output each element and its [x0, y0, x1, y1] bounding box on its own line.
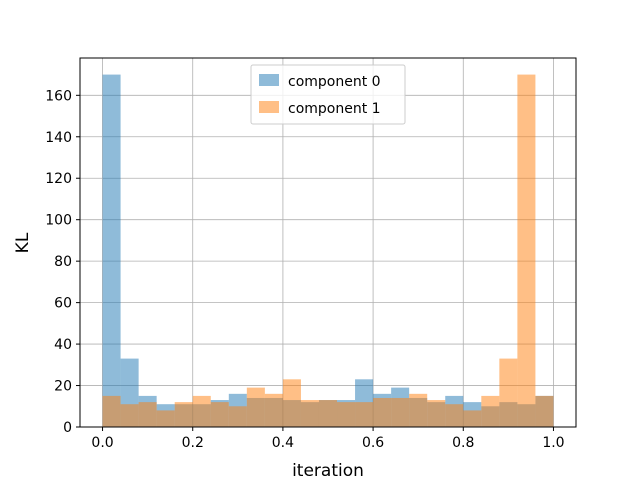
- y-tick-label: 40: [54, 337, 72, 353]
- y-tick-label: 20: [54, 379, 72, 395]
- histogram-bar-component-1: [228, 406, 247, 427]
- histogram-bar-component-1: [246, 387, 265, 427]
- histogram-bar-component-1: [102, 395, 121, 427]
- histogram-bar-component-1: [373, 397, 392, 427]
- bars: [102, 74, 554, 428]
- legend-box: [250, 64, 406, 125]
- histogram-bar-component-1: [337, 402, 356, 427]
- histogram-bar-component-1: [409, 393, 428, 427]
- plot-frame: [79, 57, 577, 428]
- y-tick-label: 120: [45, 171, 72, 187]
- legend-swatch-component-1: [259, 101, 279, 113]
- histogram-bar-component-1: [138, 402, 157, 427]
- histogram-bar-component-1: [192, 395, 211, 427]
- y-tick-label: 0: [63, 420, 72, 436]
- histogram-bar-component-1: [282, 379, 301, 427]
- histogram-bar-component-1: [463, 410, 482, 427]
- histogram-bar-component-1: [120, 404, 139, 427]
- y-tick-label: 80: [54, 254, 72, 270]
- histogram-bar-component-1: [481, 395, 500, 427]
- histogram-bar-component-1: [391, 397, 410, 427]
- histogram-bar-component-1: [318, 400, 338, 427]
- legend-label-component-1: component 1: [288, 101, 381, 117]
- histogram-bar-component-1: [445, 404, 464, 427]
- histogram-bar-component-1: [210, 402, 229, 427]
- y-axis-label: KL: [13, 232, 33, 253]
- y-tick-label: 100: [45, 213, 72, 229]
- y-tick-label: 60: [54, 296, 72, 312]
- x-axis-label: iteration: [292, 461, 364, 480]
- histogram-bar-component-1: [355, 402, 374, 427]
- x-tick-label: 0.8: [452, 435, 474, 451]
- histogram-bar-component-1: [427, 400, 446, 427]
- ticks: 0.0 0.2 0.4 0.6 0.8 1.0 0 20 40 60 80 100 120 140 160: [45, 88, 564, 451]
- x-tick-label: 0.4: [272, 435, 294, 451]
- x-tick-label: 0.2: [182, 435, 204, 451]
- x-tick-label: 1.0: [542, 435, 564, 451]
- legend-label-component-0: component 0: [288, 74, 381, 90]
- y-tick-label: 160: [45, 88, 72, 104]
- histogram-bar-component-1: [174, 402, 193, 427]
- histogram-bar-component-1: [300, 400, 319, 427]
- histogram-bar-component-1: [156, 410, 175, 427]
- histogram-bar-component-1: [535, 395, 554, 427]
- histogram-bar-component-0: [102, 74, 121, 428]
- histogram-bar-component-1: [517, 74, 536, 428]
- legend: component 0 component 1: [250, 64, 406, 125]
- legend-swatch-component-0: [259, 74, 279, 86]
- x-tick-label: 0.0: [91, 435, 113, 451]
- histogram-bar-component-1: [264, 393, 283, 427]
- x-tick-label: 0.6: [362, 435, 384, 451]
- y-tick-label: 140: [45, 130, 72, 146]
- histogram-bar-component-1: [499, 358, 518, 427]
